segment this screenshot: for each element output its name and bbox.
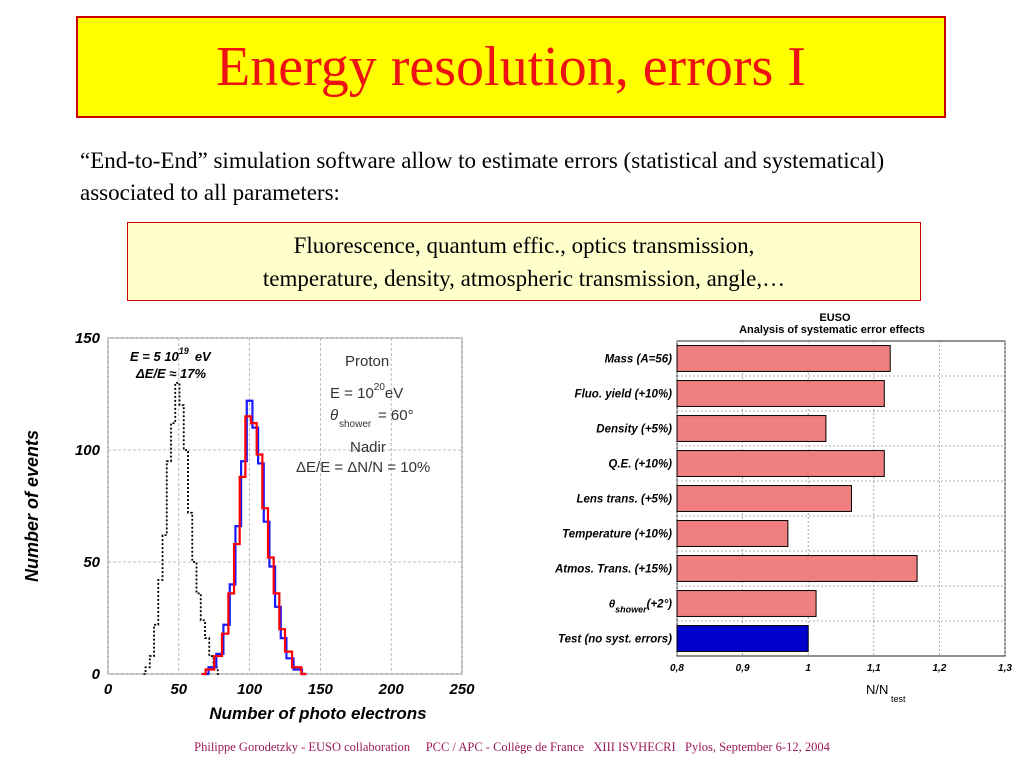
bar-category-labels: Mass (A=56) Fluo. yield (+10%) Density (+5…: [554, 354, 672, 646]
bar-category-label: Temperature (+10%): [562, 529, 672, 541]
histogram-ytick-label: 100: [75, 442, 101, 459]
histogram-xtick-label: 50: [170, 681, 187, 698]
histogram-grid: [107, 337, 463, 675]
bar-3: [676, 450, 885, 477]
slide-title: Energy resolution, errors I: [216, 36, 806, 98]
intro-text: “End-to-End” simulation software allow t…: [80, 148, 885, 205]
bar-category-label: Mass (A=56): [605, 354, 673, 366]
bar-8: [676, 625, 809, 652]
histogram-xtick-label: 250: [448, 681, 475, 698]
svg-text:shower: shower: [339, 419, 372, 430]
bar-xtick-label: 1: [805, 663, 811, 674]
footer-credits: Philippe Gorodetzky - EUSO collaboration…: [194, 740, 830, 754]
bar-xtick-label: 0,8: [670, 663, 684, 674]
chart-header-euso: EUSO: [819, 312, 851, 324]
svg-text:θ: θ: [330, 407, 338, 424]
bar-tick-labels: 0,8 0,9 1 1,1 1,2 1,3: [670, 663, 1012, 674]
bar-4: [676, 485, 852, 512]
histogram-xtick-label: 100: [237, 681, 263, 698]
parameters-box: Fluorescence, quantum effic., optics tra…: [127, 222, 921, 301]
bar-xtick-label: 1,1: [867, 663, 881, 674]
bar-0: [676, 345, 891, 372]
bar-series: [676, 345, 918, 652]
histogram-xtick-label: 200: [378, 681, 405, 698]
histogram-series: [143, 381, 307, 676]
histogram-series-2: [201, 415, 307, 676]
bar-category-label: Density (+5%): [596, 424, 672, 436]
histogram-frame: [107, 337, 463, 675]
bar-xtick-label: 0,9: [736, 663, 750, 674]
bar-xlabel: N/N test: [866, 682, 906, 704]
bar-category-label: Lens trans. (+5%): [576, 494, 672, 506]
title-banner: Energy resolution, errors I: [76, 16, 946, 118]
histogram-ylabel: Number of events: [22, 430, 42, 582]
svg-text:Nadir: Nadir: [350, 439, 386, 456]
parameters-line-1: Fluorescence, quantum effic., optics tra…: [293, 233, 755, 258]
svg-text:ΔE/E ≈ 17%: ΔE/E ≈ 17%: [135, 366, 207, 381]
parameters-line-2: temperature, density, atmospheric transm…: [262, 266, 786, 291]
bar-1: [676, 380, 885, 407]
bar-xtick-label: 1,3: [998, 663, 1012, 674]
bar-xtick-label: 1,2: [932, 663, 946, 674]
bar-7: [676, 590, 817, 617]
bar-category-label: Fluo. yield (+10%): [575, 389, 673, 401]
histogram-xtick-label: 0: [104, 681, 113, 698]
chart-header-title: Analysis of systematic error effects: [739, 324, 925, 336]
histogram-ytick-label: 150: [75, 330, 101, 347]
svg-text:= 60°: = 60°: [378, 407, 414, 424]
histogram-xlabel: Number of photo electrons: [209, 704, 426, 723]
histogram-xtick-label: 150: [308, 681, 334, 698]
histogram-annotation: Proton E = 1020eV θ shower = 60° Nadir Δ…: [296, 353, 430, 476]
bar-5: [676, 520, 789, 547]
histogram-series-1: [204, 399, 307, 676]
histogram-ytick-label: 50: [83, 554, 100, 571]
svg-text:test: test: [891, 694, 906, 704]
histogram-tick-labels: 0 50 100 150 200 250 0 50 100 150: [75, 330, 475, 698]
svg-text:N/N: N/N: [866, 682, 888, 697]
svg-text:ΔE/E = ΔN/N = 10%: ΔE/E = ΔN/N = 10%: [296, 459, 430, 476]
bar-category-label: Test (no syst. errors): [558, 634, 672, 646]
svg-text:Proton: Proton: [345, 353, 389, 370]
bar-2: [676, 415, 827, 442]
dotted-annotation: E = 5 1019 eV ΔE/E ≈ 17%: [130, 346, 212, 381]
histogram-ytick-label: 0: [92, 666, 101, 683]
svg-text:E = 1020eV: E = 1020eV: [330, 382, 403, 402]
bar-category-label: θshower(+2°): [609, 599, 672, 615]
bar-6: [676, 555, 918, 582]
bar-category-label: Atmos. Trans. (+15%): [554, 564, 672, 576]
bar-category-label: Q.E. (+10%): [608, 459, 672, 471]
